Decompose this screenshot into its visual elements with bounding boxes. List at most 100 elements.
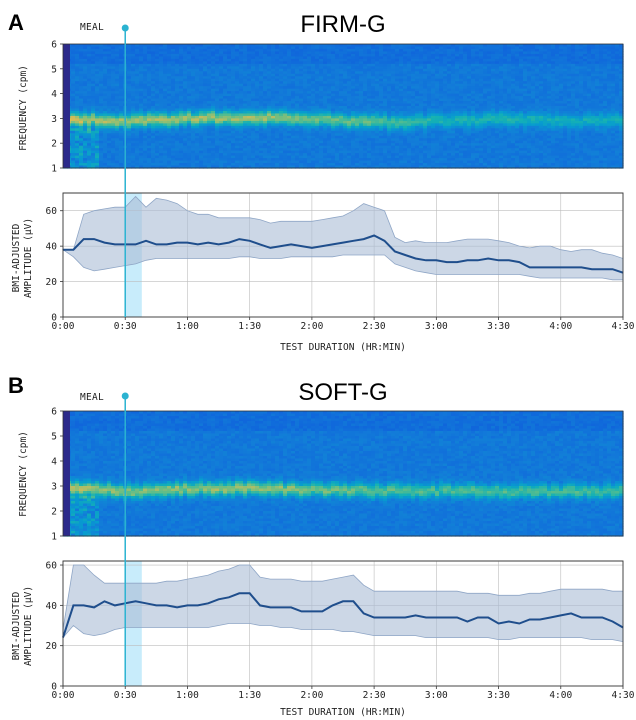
heat-cell (327, 78, 332, 82)
heat-cell (347, 150, 352, 154)
heat-cell (403, 71, 408, 75)
heat-cell (295, 86, 300, 90)
heat-cell (235, 98, 240, 102)
heat-cell (335, 153, 340, 157)
heat-cell (275, 61, 280, 65)
heat-cell (319, 96, 324, 100)
heat-cell (151, 135, 156, 139)
heat-cell (191, 93, 196, 97)
heat-cell (311, 160, 316, 164)
heat-cell (83, 140, 88, 144)
heat-cell (111, 115, 116, 119)
heat-cell (115, 150, 120, 154)
heat-cell (319, 120, 324, 124)
heat-cell (251, 86, 256, 90)
heat-cell (375, 56, 380, 60)
heat-cell (311, 123, 316, 127)
heat-cell (135, 93, 140, 97)
heat-cell (435, 88, 440, 92)
heat-cell (263, 71, 268, 75)
heat-cell (159, 120, 164, 124)
heat-cell (399, 93, 404, 97)
heat-cell (395, 48, 400, 53)
heat-cell (107, 148, 112, 152)
heat-cell (79, 123, 84, 127)
heat-cell (163, 125, 168, 129)
heat-cell (263, 93, 268, 97)
heat-cell (363, 58, 368, 62)
heat-cell (407, 91, 412, 95)
heat-cell (195, 123, 200, 127)
heat-cell (439, 148, 444, 152)
heat-cell (339, 51, 344, 55)
heat-cell (459, 44, 464, 48)
heat-cell (119, 128, 124, 132)
heat-cell (179, 83, 184, 87)
heat-cell (375, 83, 380, 87)
heat-cell (303, 71, 308, 75)
heat-cell (111, 158, 116, 162)
heat-cell (263, 103, 268, 107)
heat-cell (227, 58, 232, 62)
heat-cell (451, 93, 456, 97)
heat-cell (347, 133, 352, 137)
heat-cell (403, 98, 408, 102)
heat-cell (207, 148, 212, 152)
heat-cell (363, 91, 368, 95)
heat-cell (371, 106, 376, 110)
heat-cell (259, 53, 264, 57)
heat-cell (127, 145, 132, 149)
heat-cell (347, 53, 352, 57)
heat-cell (295, 148, 300, 152)
heat-cell (75, 160, 80, 164)
heat-cell (79, 101, 84, 105)
heat-cell (115, 113, 120, 117)
heat-cell (263, 138, 268, 142)
heat-cell (311, 68, 316, 72)
heat-cell (439, 133, 444, 137)
heat-cell (195, 120, 200, 124)
heat-cell (403, 76, 408, 80)
heat-cell (135, 63, 140, 67)
heat-cell (243, 78, 248, 82)
heat-cell (455, 155, 460, 159)
heat-cell (99, 48, 104, 53)
heat-cell (115, 123, 120, 127)
heat-cell (271, 118, 276, 122)
heat-cell (411, 135, 416, 139)
heat-cell (183, 163, 188, 167)
heat-cell (247, 93, 252, 97)
heat-cell (175, 96, 180, 100)
heat-cell (327, 138, 332, 142)
heat-cell (395, 118, 400, 122)
heat-cell (155, 115, 160, 119)
heat-cell (247, 44, 252, 48)
heat-cell (419, 125, 424, 129)
heat-cell (139, 56, 144, 60)
heat-cell (251, 56, 256, 60)
heat-cell (375, 148, 380, 152)
heat-cell (375, 113, 380, 117)
heat-cell (379, 113, 384, 117)
heat-cell (175, 160, 180, 164)
heat-cell (359, 56, 364, 60)
heat-cell (131, 101, 136, 105)
heat-cell (251, 160, 256, 164)
heat-cell (179, 61, 184, 65)
heat-cell (75, 81, 80, 85)
heat-cell (391, 148, 396, 152)
heat-cell (383, 78, 388, 82)
heat-cell (303, 51, 308, 55)
heat-cell (415, 160, 420, 164)
heat-cell (163, 163, 168, 167)
heat-cell (231, 46, 236, 50)
heat-cell (247, 53, 252, 57)
heat-cell (147, 148, 152, 152)
heat-cell (355, 66, 360, 70)
heat-cell (267, 98, 272, 102)
heat-cell (131, 135, 136, 139)
heat-cell (347, 120, 352, 124)
heat-cell (307, 96, 312, 100)
heat-cell (351, 58, 356, 62)
heat-cell (103, 133, 108, 137)
